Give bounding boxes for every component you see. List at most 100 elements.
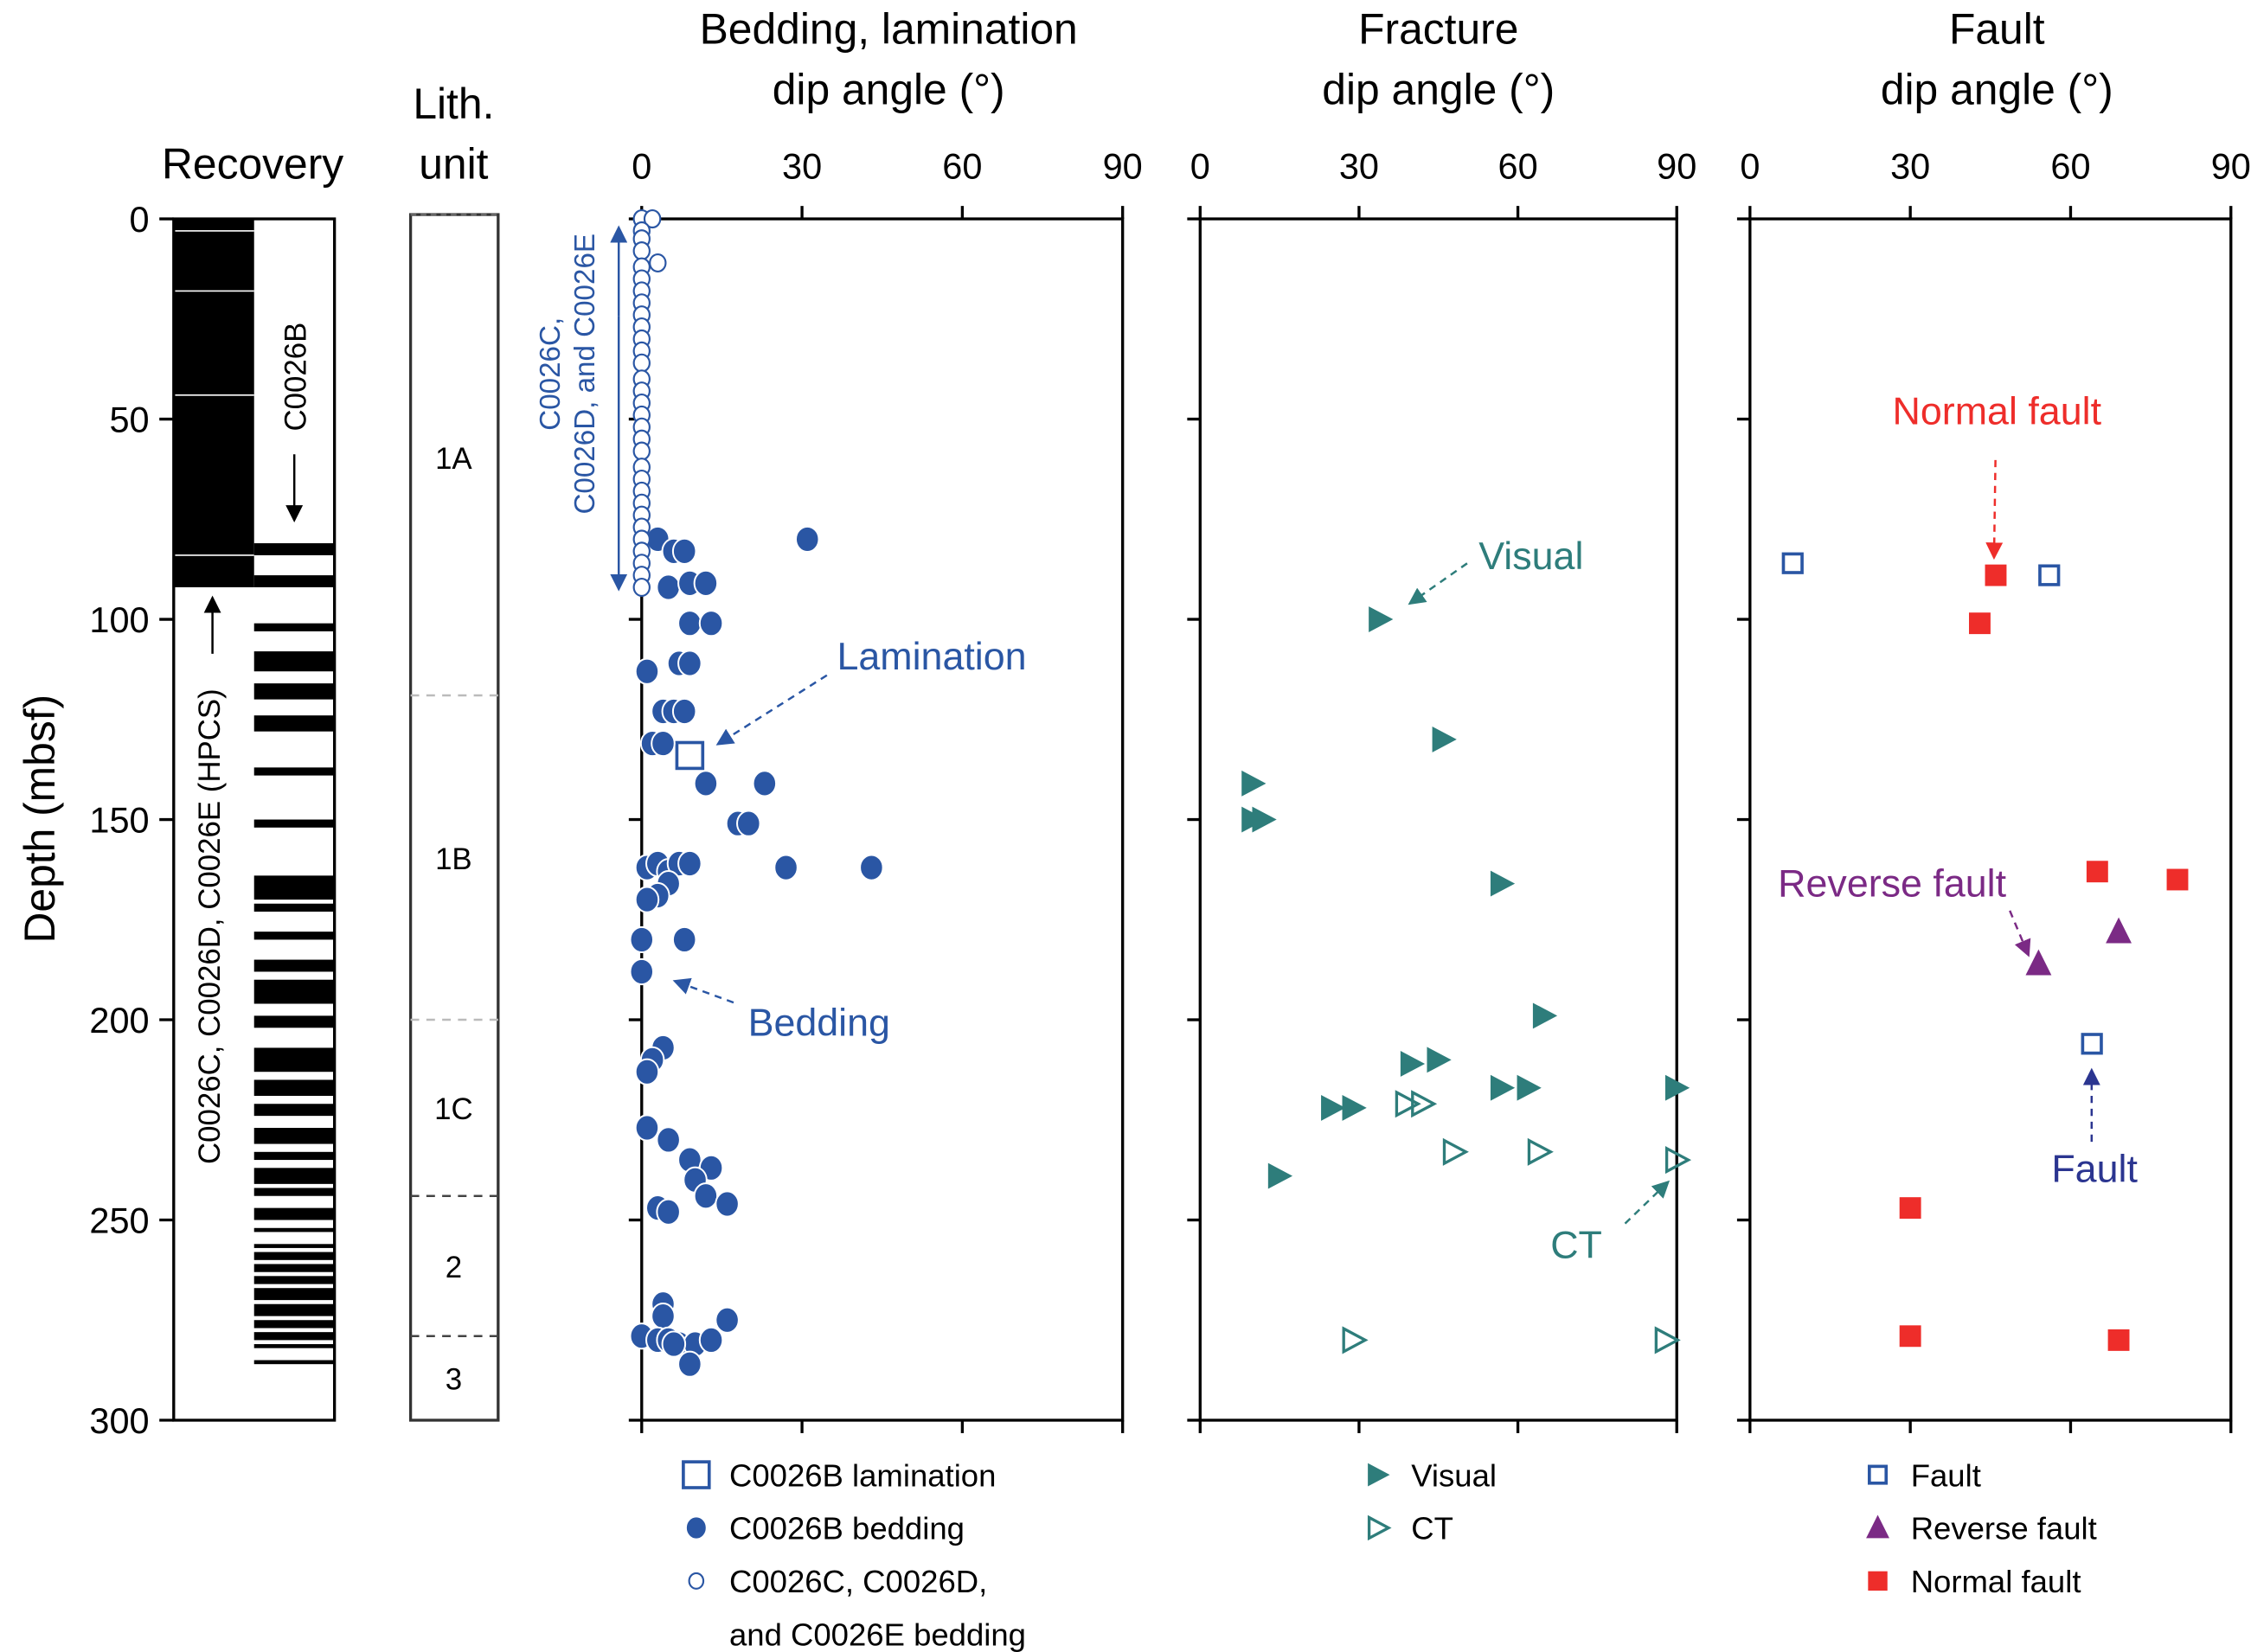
c0026b-bedding-point [651, 729, 676, 758]
lithology-frame [408, 213, 500, 1422]
ct-annotation-arrow [1624, 1180, 1671, 1225]
c0026b-recovery-bar [253, 623, 335, 631]
c0026b-recovery-bar [253, 1047, 335, 1073]
visual-point [1252, 806, 1277, 833]
bedding-legend-marker [684, 1515, 708, 1540]
c0026b-recovery-bar [253, 1320, 335, 1329]
ct-point [1527, 1137, 1554, 1166]
c0026c-c0026d-and-c0026e-bedding-point [632, 577, 651, 598]
c0026b-recovery-bar [253, 1128, 335, 1144]
normal-fault-point [2086, 861, 2108, 883]
depth-tick-label: 200 [89, 1000, 149, 1041]
depth-tick-label: 150 [89, 799, 149, 840]
visual-point [1517, 1074, 1542, 1101]
c0026b-bedding-point [698, 610, 724, 637]
x-tick-label: 0 [1190, 146, 1210, 187]
visual-point [1432, 727, 1457, 752]
reverse-fault-point [2106, 917, 2132, 944]
x-tick-label: 60 [1498, 146, 1538, 187]
c0026b-recovery-bar [253, 575, 335, 588]
c0026b-recovery-bar [253, 959, 335, 972]
c0026b-recovery-bar [253, 1207, 335, 1220]
lamination-annotation: Lamination [837, 635, 1026, 678]
c0026b-bedding-point [859, 854, 884, 881]
c0026b-bedding-point [794, 525, 820, 554]
visual-legend-marker [1368, 1463, 1390, 1487]
depth-axis-label: Depth (mbsf) [16, 695, 64, 944]
depth-tick-label: 0 [130, 199, 150, 240]
visual-point [1664, 1074, 1690, 1101]
fault-point [2081, 1033, 2103, 1055]
reverse-fault-point [2025, 949, 2052, 976]
bedding-frame [640, 217, 1125, 1422]
c0026b-bedding-point [677, 650, 702, 677]
fault-annotation: Fault [2051, 1148, 2138, 1191]
depth-tick-label: 300 [89, 1400, 149, 1441]
hpcs-legend-label: C0026C, C0026D, [729, 1564, 987, 1599]
visual-point [1400, 1051, 1426, 1077]
c0026b-bedding-point [736, 810, 761, 837]
hpcs-range-label-line1: C0026C, [535, 317, 567, 431]
c0026b-recovery-bar [253, 1079, 335, 1096]
c0026b-recovery-bar [253, 932, 335, 940]
reverse-fault-annotation-arrow [2009, 910, 2031, 957]
c0026b-recovery-bar [253, 1288, 335, 1301]
c0026b-bedding-point [629, 925, 655, 954]
c0026b-recovery-bar [253, 1227, 335, 1233]
c0026b-bedding-point [677, 849, 702, 878]
bedding-annotation-arrow [672, 977, 734, 1004]
c0026b-recovery-bar [253, 903, 335, 912]
x-tick-label: 90 [2211, 146, 2251, 187]
ct-point [1654, 1326, 1681, 1354]
c0026c-c0026d-and-c0026e-bedding-point [632, 441, 651, 461]
c0026b-recovery-bar [253, 875, 335, 900]
visual-point [1369, 606, 1394, 632]
c0026b-bedding-point [629, 957, 655, 986]
ct-point [1411, 1090, 1438, 1118]
c0026b-bedding-point [677, 610, 702, 637]
fault-point [1781, 552, 1804, 574]
c0026b-bedding-point [671, 697, 697, 726]
c0026b-recovery-bar [253, 819, 335, 828]
c0026b-recovery-bar [253, 1188, 335, 1196]
ct-point [1395, 1090, 1421, 1118]
normal-fault-point [1899, 1197, 1921, 1220]
lith-unit-label: 3 [446, 1363, 462, 1397]
x-tick-label: 0 [632, 146, 651, 187]
c0026b-recovery-bar [253, 1344, 335, 1348]
x-tick-label: 60 [2050, 146, 2090, 187]
lith-unit-label: 1A [435, 442, 472, 476]
x-tick-label: 30 [1890, 146, 1930, 187]
fault-point [2038, 564, 2061, 586]
normal-fault-annotation: Normal fault [1893, 389, 2102, 432]
visual-point [1427, 1047, 1452, 1073]
bedding-annotation: Bedding [748, 1001, 890, 1044]
lith-unit-label: 1B [435, 842, 472, 876]
hpcs-label: C0026C, C0026D, C0026E (HPCS) [193, 688, 227, 1164]
normal-fault-annotation-arrow [1985, 459, 2004, 560]
c0026b-recovery-bar [253, 1244, 335, 1248]
hpcs-legend-cont-label: and C0026E bedding [729, 1617, 1026, 1652]
fracture-title-line1: Fracture [1358, 5, 1518, 54]
lamination-annotation-arrow [715, 674, 828, 746]
c0026b-bedding-point [698, 1326, 724, 1354]
c0026b-bedding-point [677, 1350, 702, 1378]
normal-fault-point [1985, 564, 2007, 586]
c0026b-label: C0026B [279, 323, 312, 432]
recovery-title: Recovery [162, 140, 343, 189]
bedding-title-line2: dip angle (°) [773, 65, 1005, 113]
x-tick-label: 30 [782, 146, 822, 187]
visual-point [1342, 1094, 1367, 1121]
c0026b-bedding-point [693, 569, 719, 597]
visual-point [1241, 770, 1267, 797]
ct-legend-marker [1367, 1514, 1392, 1541]
fault-title-line1: Fault [1949, 5, 2045, 54]
c0026b-recovery-bar [253, 715, 335, 732]
lithology-column: Lith. unit 1A 1B 1C 2 3 [408, 80, 500, 1422]
c0026b-bedding-point [671, 925, 697, 954]
c0026c-c0026d-and-c0026e-bedding-point [632, 241, 651, 261]
bedding-legend-label: C0026B bedding [729, 1511, 965, 1546]
normal-fault-point [2166, 868, 2189, 891]
fault-title-line2: dip angle (°) [1881, 65, 2113, 113]
c0026b-recovery-bar [253, 1303, 335, 1316]
